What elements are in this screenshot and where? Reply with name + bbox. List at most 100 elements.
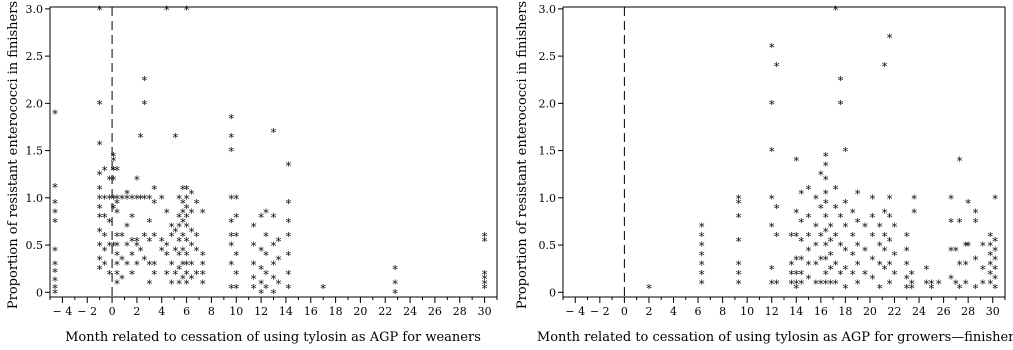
x-tick-label: 20 — [353, 305, 367, 318]
data-point: * — [838, 268, 844, 281]
data-point: * — [813, 240, 819, 253]
data-point: * — [234, 249, 240, 262]
x-tick-label: 24 — [403, 305, 417, 318]
data-point: * — [699, 249, 705, 262]
y-tick-label: 2.5 — [26, 50, 44, 63]
data-point: * — [286, 216, 292, 229]
data-point: * — [169, 259, 175, 272]
data-point: * — [850, 207, 856, 220]
data-point: * — [904, 231, 910, 244]
data-point: * — [769, 264, 775, 277]
data-point: * — [180, 183, 186, 196]
data-point: * — [699, 259, 705, 272]
data-point: * — [189, 259, 195, 272]
data-point: * — [957, 283, 963, 296]
data-point: * — [482, 273, 488, 286]
data-point: * — [124, 240, 130, 253]
data-point: * — [229, 283, 235, 296]
data-point: * — [159, 193, 165, 206]
data-point: * — [147, 278, 153, 291]
y-tick-label: 1.0 — [26, 192, 44, 205]
data-point: * — [794, 155, 800, 168]
x-tick-label: 6 — [695, 305, 702, 318]
data-point: * — [823, 278, 829, 291]
data-point: * — [271, 240, 277, 253]
data-point: * — [276, 254, 282, 267]
data-point: * — [286, 268, 292, 281]
data-point: * — [988, 268, 994, 281]
data-point: * — [234, 193, 240, 206]
data-point: * — [798, 235, 804, 248]
data-point: * — [180, 207, 186, 220]
data-point: * — [887, 212, 893, 225]
data-point: * — [892, 221, 898, 234]
data-point: * — [119, 193, 125, 206]
data-point: * — [111, 155, 117, 168]
data-point: * — [134, 235, 140, 248]
data-point: * — [286, 249, 292, 262]
y-tick-label: 0.5 — [26, 239, 44, 252]
x-tick-label: 28 — [453, 305, 467, 318]
data-point: * — [957, 216, 963, 229]
data-point: * — [271, 287, 277, 300]
data-point: * — [929, 278, 935, 291]
data-point: * — [180, 198, 186, 211]
data-point: * — [258, 212, 264, 225]
data-point: * — [251, 273, 257, 286]
y-tick-label: 3.0 — [539, 3, 557, 16]
data-point: * — [200, 249, 206, 262]
data-point: * — [736, 198, 742, 211]
data-point: * — [769, 221, 775, 234]
data-point: * — [774, 278, 780, 291]
data-point: * — [392, 278, 398, 291]
data-point: * — [286, 160, 292, 173]
data-point: * — [843, 146, 849, 159]
data-point: * — [258, 245, 264, 258]
data-point: * — [176, 193, 182, 206]
y-tick-label: 2.5 — [539, 50, 557, 63]
data-point: * — [271, 273, 277, 286]
data-point: * — [736, 278, 742, 291]
data-point: * — [828, 264, 834, 277]
data-point: * — [980, 240, 986, 253]
data-point: * — [184, 202, 190, 215]
data-point: * — [992, 235, 998, 248]
data-point: * — [258, 287, 264, 300]
data-point: * — [184, 249, 190, 262]
data-point: * — [855, 259, 861, 272]
x-tick-label: 30 — [478, 305, 492, 318]
data-point: * — [52, 245, 58, 258]
data-point: * — [806, 245, 812, 258]
data-point: * — [806, 259, 812, 272]
data-point: * — [97, 240, 103, 253]
data-point: * — [794, 283, 800, 296]
data-point: * — [877, 240, 883, 253]
data-point: * — [948, 245, 954, 258]
data-point: * — [957, 155, 963, 168]
data-point: * — [482, 231, 488, 244]
data-point: * — [114, 259, 120, 272]
data-point: * — [798, 268, 804, 281]
data-point: * — [286, 198, 292, 211]
y-tick-label: 1.5 — [539, 145, 557, 158]
x-tick-label: 30 — [986, 305, 1000, 318]
y-tick-label: 0 — [549, 286, 556, 299]
data-point: * — [124, 193, 130, 206]
data-point: * — [229, 240, 235, 253]
data-point: * — [828, 235, 834, 248]
data-point: * — [229, 113, 235, 126]
data-point: * — [138, 131, 144, 144]
data-point: * — [823, 198, 829, 211]
data-point: * — [111, 240, 117, 253]
data-point: * — [200, 278, 206, 291]
data-point: * — [176, 235, 182, 248]
y-tick-label: 0 — [36, 286, 43, 299]
data-point: * — [855, 188, 861, 201]
data-point: * — [97, 226, 103, 239]
data-point: * — [855, 216, 861, 229]
data-point: * — [152, 183, 158, 196]
data-point: * — [180, 216, 186, 229]
data-point: * — [838, 98, 844, 111]
data-point: * — [789, 278, 795, 291]
